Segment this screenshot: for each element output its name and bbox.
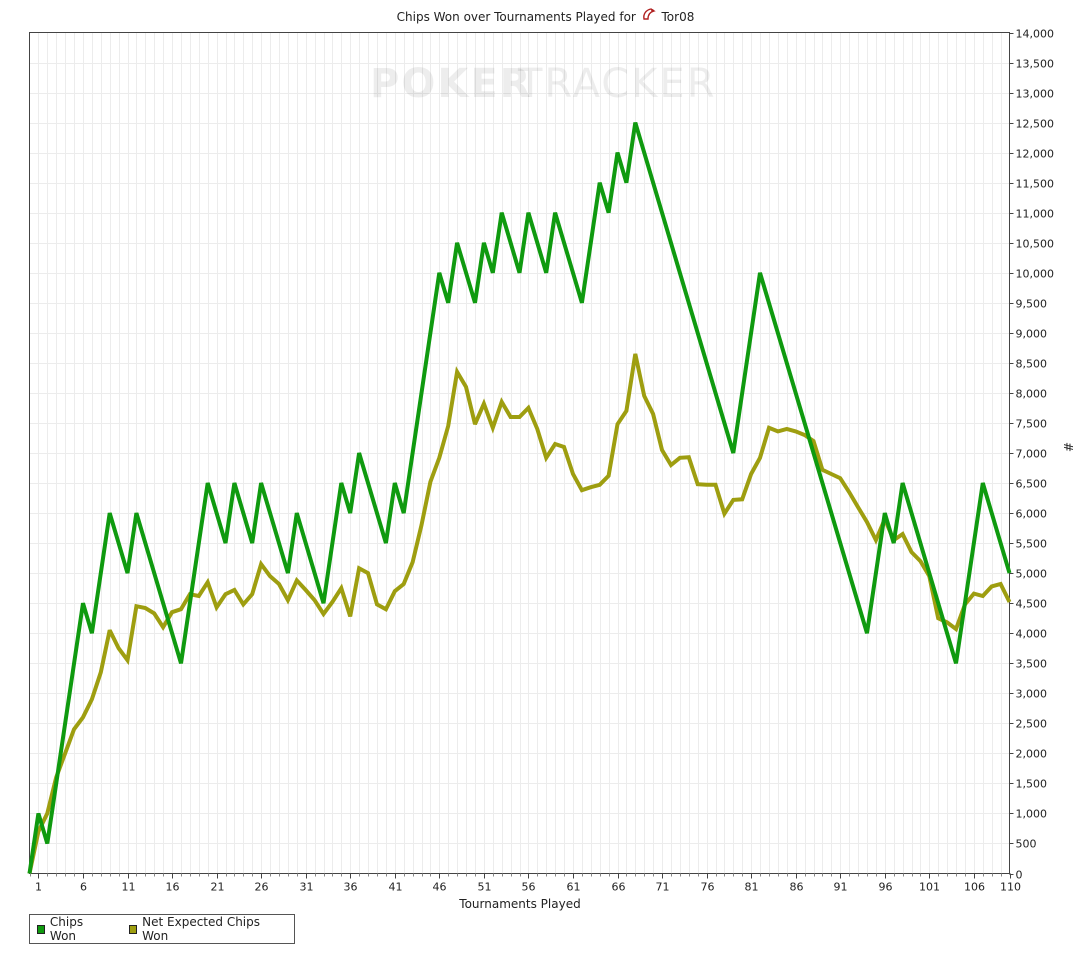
chart-title: Chips Won over Tournaments Played for To…	[0, 8, 1091, 24]
legend-label-chips-won: Chips Won	[49, 915, 84, 943]
x-axis: 1 6 11 16 21 26 31 36 41 46 51 56 61 66 71 76 81 86 91 96 10…	[30, 873, 1021, 894]
x-tick-label: 21	[211, 881, 225, 894]
x-tick-label: 61	[567, 881, 581, 894]
y-tick-label: 14,000	[1016, 28, 1055, 41]
y-tick-label: 8,000	[1016, 388, 1048, 401]
y-tick-label: 1,500	[1016, 778, 1048, 791]
x-tick-label: 26	[255, 881, 269, 894]
watermark-poker: POKER	[370, 61, 532, 107]
y-tick-label: 1,000	[1016, 808, 1048, 821]
x-tick-label: 96	[879, 881, 893, 894]
series-line-chips-won	[27, 122, 1012, 874]
legend-label-net-expected: Net Expected Chips Won	[142, 915, 261, 943]
x-tick-label: 6	[80, 881, 87, 894]
pokertracker-logo-icon	[642, 8, 656, 24]
x-tick-label: 76	[701, 881, 715, 894]
y-tick-label: 11,500	[1016, 178, 1055, 191]
chart-title-prefix: Chips Won over Tournaments Played for	[396, 10, 636, 24]
series-lines	[27, 122, 1012, 874]
y-tick-label: 13,000	[1016, 88, 1055, 101]
y-tick-label: 9,000	[1016, 328, 1048, 341]
watermark-tracker: TRACKER	[517, 61, 717, 107]
y-tick-label: 4,500	[1016, 598, 1048, 611]
y-tick-label: 11,000	[1016, 208, 1055, 221]
pokertracker-watermark: POKER TRACKER	[370, 61, 717, 107]
y-tick-label: 8,500	[1016, 358, 1048, 371]
y-tick-label: 12,000	[1016, 148, 1055, 161]
legend: Chips Won Net Expected Chips Won	[29, 914, 295, 944]
x-tick-label: 71	[656, 881, 670, 894]
x-tick-label: 46	[433, 881, 447, 894]
x-tick-label: 86	[790, 881, 804, 894]
legend-item-chips-won: Chips Won	[37, 915, 103, 943]
x-tick-label: 81	[745, 881, 759, 894]
x-tick-label: 51	[478, 881, 492, 894]
y-axis-label: #	[1061, 442, 1075, 452]
legend-swatch-net-expected	[129, 924, 138, 934]
y-tick-label: 5,500	[1016, 538, 1048, 551]
x-tick-label: 16	[166, 881, 180, 894]
x-tick-label: 1	[35, 881, 42, 894]
y-tick-label: 4,000	[1016, 628, 1048, 641]
y-tick-label: 3,000	[1016, 688, 1048, 701]
chart-title-player: Tor08	[661, 10, 695, 24]
x-tick-label: 31	[300, 881, 314, 894]
y-tick-label: 6,500	[1016, 478, 1048, 491]
y-tick-label: 3,500	[1016, 658, 1048, 671]
y-tick-label: 6,000	[1016, 508, 1048, 521]
y-tick-label: 500	[1016, 838, 1037, 851]
grid	[29, 32, 1010, 874]
y-axis: 0 500 1,000 1,500 2,000 2,500 3,000 3,500 4,000 4…	[1009, 28, 1055, 882]
x-tick-label: 101	[919, 881, 940, 894]
y-tick-label: 7,500	[1016, 418, 1048, 431]
x-tick-label: 56	[522, 881, 536, 894]
x-tick-label: 41	[389, 881, 403, 894]
x-axis-label: Tournaments Played	[458, 897, 580, 911]
y-tick-label: 0	[1016, 869, 1023, 882]
y-tick-label: 2,000	[1016, 748, 1048, 761]
y-tick-label: 9,500	[1016, 298, 1048, 311]
y-tick-label: 13,500	[1016, 58, 1055, 71]
x-tick-label: 66	[612, 881, 626, 894]
y-tick-label: 7,000	[1016, 448, 1048, 461]
y-tick-label: 12,500	[1016, 118, 1055, 131]
x-tick-label: 36	[344, 881, 358, 894]
x-tick-label: 11	[122, 881, 136, 894]
y-tick-label: 5,000	[1016, 568, 1048, 581]
x-tick-label: 110	[1000, 881, 1021, 894]
y-tick-label: 10,500	[1016, 238, 1055, 251]
x-tick-label: 91	[834, 881, 848, 894]
x-tick-label: 106	[964, 881, 985, 894]
legend-item-net-expected: Net Expected Chips Won	[129, 915, 268, 943]
y-tick-label: 2,500	[1016, 718, 1048, 731]
legend-swatch-chips-won	[37, 924, 45, 934]
y-tick-label: 10,000	[1016, 268, 1055, 281]
